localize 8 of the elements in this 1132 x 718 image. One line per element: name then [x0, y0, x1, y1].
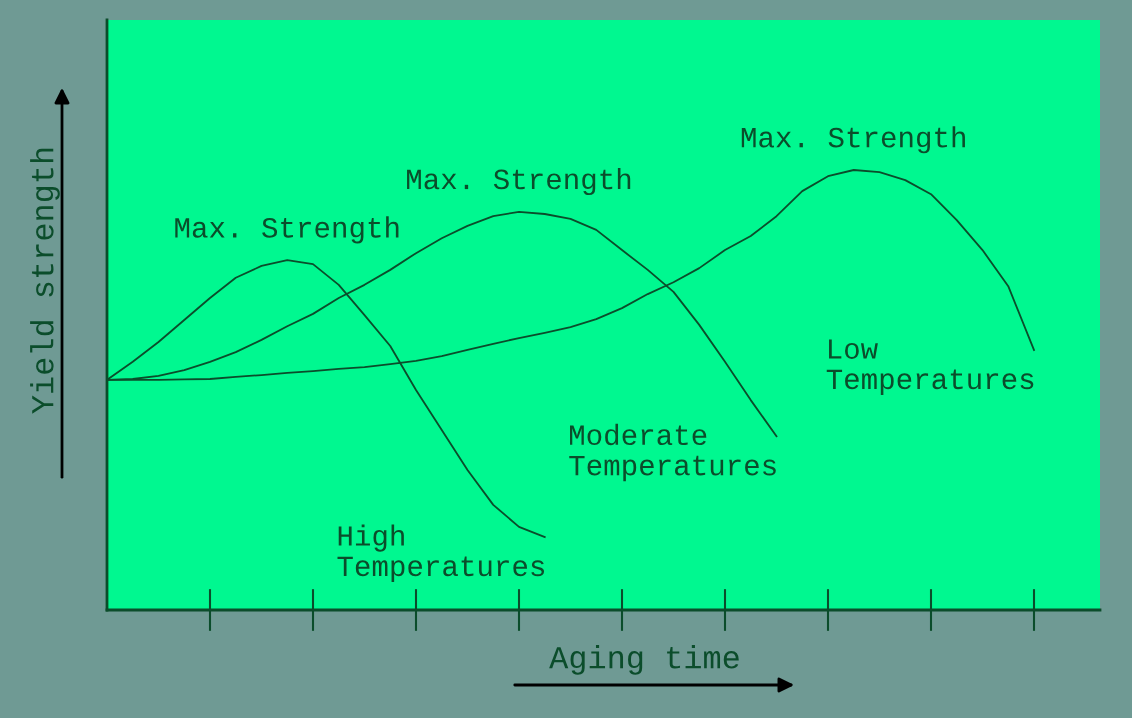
series-label: Moderate Temperatures — [569, 423, 776, 482]
y-axis-title: Yield strength — [30, 148, 60, 414]
series-label: Low Temperatures — [826, 339, 1034, 396]
series-label: High Temperatures — [337, 524, 545, 583]
annotation: Max. Strength — [407, 167, 631, 196]
annotation: Max. Strength — [175, 216, 399, 244]
x-axis-title: Aging time — [549, 645, 739, 675]
text: Max. Strength — [741, 126, 965, 154]
